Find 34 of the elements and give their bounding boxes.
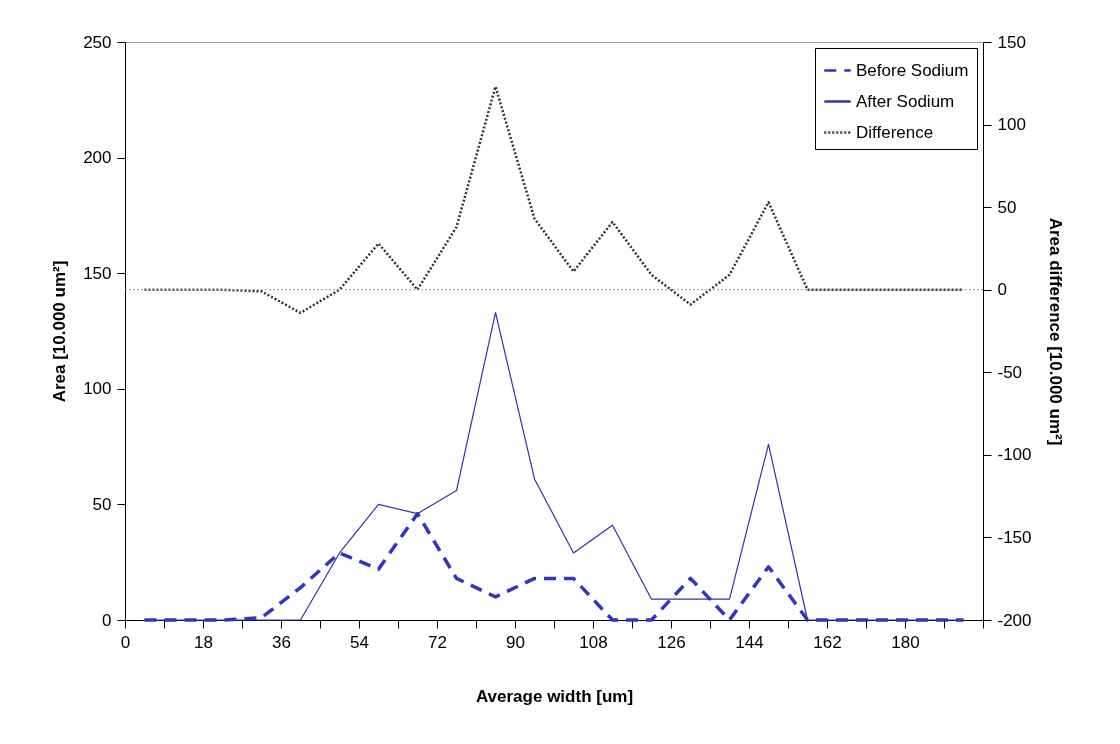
- y2-tick-label: -50: [997, 362, 1023, 382]
- x-tick-label: 72: [428, 632, 447, 652]
- x-axis-title: Average width [um]: [475, 686, 634, 706]
- y-tick-label: 250: [83, 32, 112, 52]
- y-axis-title: Area [10.000 um²]: [50, 260, 70, 403]
- x-tick-label: 90: [506, 632, 525, 652]
- y2-tick-label: -150: [997, 527, 1032, 547]
- y-tick-label: 200: [83, 148, 112, 168]
- y-tick-label: 0: [102, 610, 112, 630]
- x-tick-label: 108: [579, 632, 608, 652]
- y2-tick-label: -200: [997, 610, 1032, 630]
- x-tick-label: 18: [194, 632, 213, 652]
- legend-label: Difference: [856, 122, 934, 142]
- x-tick-label: 126: [657, 632, 686, 652]
- y2-axis-title: Area difference [10.000 um²]: [1045, 217, 1065, 446]
- x-tick-label: 54: [350, 632, 369, 652]
- line-series: [143, 85, 965, 315]
- y2-tick-label: 150: [997, 32, 1026, 52]
- y-tick-label: 100: [83, 379, 112, 399]
- line-series: [142, 511, 966, 622]
- x-tick-label: 144: [735, 632, 764, 652]
- y2-tick-label: -100: [997, 445, 1032, 465]
- y2-tick-label: 0: [997, 280, 1007, 300]
- legend-label: Before Sodium: [856, 60, 969, 80]
- x-tick-label: 162: [813, 632, 842, 652]
- y-tick-label: 150: [83, 263, 112, 283]
- legend-label: After Sodium: [856, 91, 955, 111]
- x-tick-label: 0: [120, 632, 131, 652]
- x-tick-label: 180: [891, 632, 920, 652]
- y-tick-label: 50: [92, 494, 112, 514]
- y2-tick-label: 100: [997, 115, 1026, 135]
- line-series: [143, 311, 965, 621]
- y2-tick-label: 50: [997, 197, 1017, 217]
- x-tick-label: 36: [272, 632, 291, 652]
